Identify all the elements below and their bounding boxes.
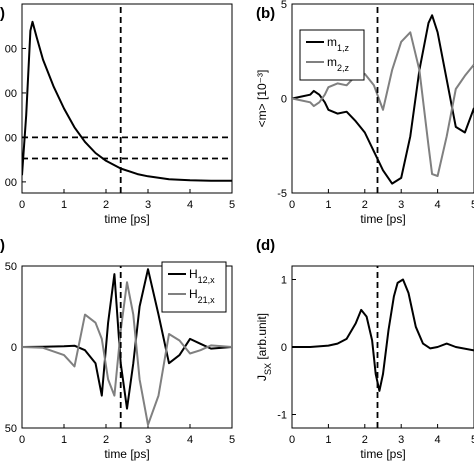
chart-1-ytick-label: -5 [277,188,287,200]
chart-0-xtick-label: 2 [103,199,109,211]
chart-1-ytick-label: 0 [281,94,287,106]
chart-0-xtick-label: 0 [19,199,25,211]
chart-1-ylabel: <m> [10⁻³] [255,70,269,128]
chart-1-xtick-label: 5 [471,199,474,211]
chart-2-xtick-label: 5 [229,434,235,446]
chart-3-xtick-label: 1 [325,434,331,446]
chart-3-xtick-label: 0 [289,434,295,446]
chart-1-series-line-0 [292,14,474,185]
chart-0-ytick-label: 00 [5,132,17,144]
chart-1-xtick-label: 2 [362,199,368,211]
chart-2-ytick-label: 50 [5,261,17,273]
chart-0-series-line-0 [22,20,232,182]
chart-1-panel-label: (b) [256,5,275,22]
chart-3-xlabel: time [ps] [360,447,405,461]
chart-3-panel-label: (d) [256,237,275,254]
chart-1-ytick-label: 5 [281,0,287,11]
chart-3-xtick-label: 5 [471,434,474,446]
chart-3-ylabel: JSX [arb.unit] [255,313,273,381]
chart-1-xtick-label: 1 [325,199,331,211]
chart-1-xtick-label: 4 [435,199,441,211]
chart-2-xtick-label: 3 [145,434,151,446]
chart-1-xtick-label: 0 [289,199,295,211]
chart-2-legend-box [161,261,227,313]
chart-2-xtick-label: 2 [103,434,109,446]
chart-3-ytick-label: 0 [281,342,287,354]
chart-2-xlabel: time [ps] [104,447,149,461]
chart-0-xtick-label: 1 [61,199,67,211]
chart-0-panel-label: ) [0,5,5,22]
chart-1-xlabel: time [ps] [360,212,405,226]
chart-0-xtick-label: 5 [229,199,235,211]
chart-2-panel-label: ) [0,237,5,254]
chart-1-legend-box [299,29,365,81]
chart-0-xtick-label: 3 [145,199,151,211]
chart-1-xtick-label: 3 [398,199,404,211]
chart-3-ytick-label: 1 [281,275,287,287]
chart-0-ytick-label: 00 [5,88,17,100]
chart-0-axes-box [21,3,233,194]
chart-0-xlabel: time [ps] [104,212,149,226]
chart-2-xtick-label: 4 [187,434,193,446]
chart-2-xtick-label: 0 [19,434,25,446]
chart-2-ytick-label: 0 [11,342,17,354]
chart-2-ytick-label: 50 [5,423,17,435]
chart-3-xtick-label: 4 [435,434,441,446]
chart-2-xtick-label: 1 [61,434,67,446]
chart-3-series-line-0 [292,278,474,392]
chart-3-xtick-label: 2 [362,434,368,446]
chart-0-ytick-label: 00 [5,43,17,55]
chart-3-xtick-label: 3 [398,434,404,446]
chart-1-series-line-1 [292,31,474,177]
chart-3-ytick-label: -1 [277,410,287,422]
chart-0-xtick-label: 4 [187,199,193,211]
chart-0-ytick-label: 00 [5,177,17,189]
chart-2-series-line-1 [22,281,232,426]
